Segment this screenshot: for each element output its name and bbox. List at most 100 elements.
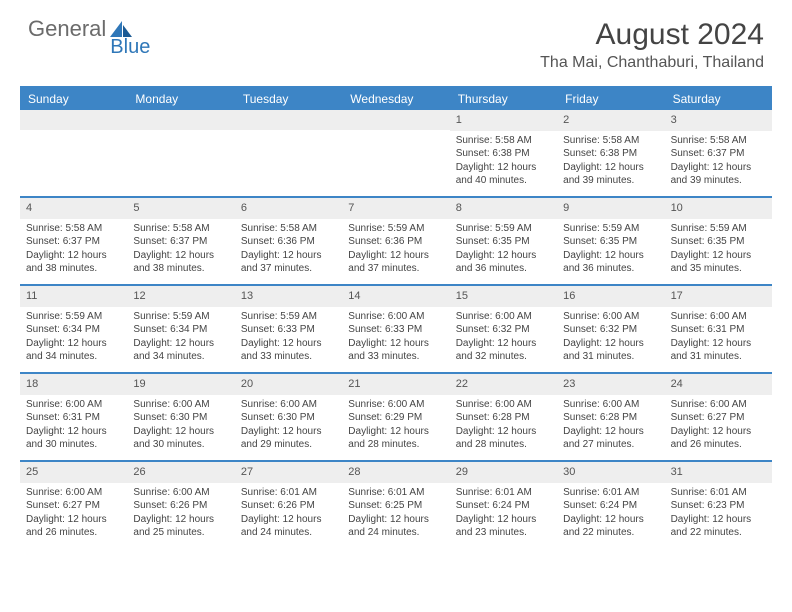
sunset-text: Sunset: 6:32 PM (563, 323, 658, 337)
cell-body: Sunrise: 6:00 AMSunset: 6:27 PMDaylight:… (665, 395, 772, 458)
sunset-text: Sunset: 6:35 PM (671, 235, 766, 249)
calendar-cell: 26Sunrise: 6:00 AMSunset: 6:26 PMDayligh… (127, 462, 234, 548)
sunset-text: Sunset: 6:27 PM (26, 499, 121, 513)
calendar: Sunday Monday Tuesday Wednesday Thursday… (20, 86, 772, 548)
day-number: 22 (450, 374, 557, 395)
logo-text-blue: Blue (110, 37, 150, 57)
daylight-text: Daylight: 12 hours and 36 minutes. (456, 249, 551, 276)
sunset-text: Sunset: 6:24 PM (456, 499, 551, 513)
cell-body: Sunrise: 6:01 AMSunset: 6:26 PMDaylight:… (235, 483, 342, 546)
sunrise-text: Sunrise: 6:00 AM (563, 398, 658, 412)
sunrise-text: Sunrise: 5:59 AM (26, 310, 121, 324)
calendar-cell: 19Sunrise: 6:00 AMSunset: 6:30 PMDayligh… (127, 374, 234, 460)
day-header: Thursday (450, 88, 557, 110)
cell-body: Sunrise: 5:59 AMSunset: 6:35 PMDaylight:… (557, 219, 664, 282)
day-number: 27 (235, 462, 342, 483)
sunrise-text: Sunrise: 5:58 AM (456, 134, 551, 148)
daylight-text: Daylight: 12 hours and 26 minutes. (26, 513, 121, 540)
cell-body: Sunrise: 6:00 AMSunset: 6:27 PMDaylight:… (20, 483, 127, 546)
calendar-cell: 17Sunrise: 6:00 AMSunset: 6:31 PMDayligh… (665, 286, 772, 372)
sunset-text: Sunset: 6:34 PM (133, 323, 228, 337)
sunset-text: Sunset: 6:34 PM (26, 323, 121, 337)
day-header: Friday (557, 88, 664, 110)
day-number: 26 (127, 462, 234, 483)
day-header: Sunday (20, 88, 127, 110)
cell-body: Sunrise: 6:01 AMSunset: 6:25 PMDaylight:… (342, 483, 449, 546)
page-header: General Blue August 2024 Tha Mai, Chanth… (0, 0, 792, 80)
cell-body: Sunrise: 5:59 AMSunset: 6:35 PMDaylight:… (450, 219, 557, 282)
cell-body: Sunrise: 5:58 AMSunset: 6:37 PMDaylight:… (127, 219, 234, 282)
day-number: 21 (342, 374, 449, 395)
sunset-text: Sunset: 6:30 PM (133, 411, 228, 425)
sunrise-text: Sunrise: 5:59 AM (241, 310, 336, 324)
daylight-text: Daylight: 12 hours and 27 minutes. (563, 425, 658, 452)
cell-body: Sunrise: 6:00 AMSunset: 6:28 PMDaylight:… (450, 395, 557, 458)
calendar-cell: 14Sunrise: 6:00 AMSunset: 6:33 PMDayligh… (342, 286, 449, 372)
sunset-text: Sunset: 6:37 PM (26, 235, 121, 249)
daylight-text: Daylight: 12 hours and 38 minutes. (133, 249, 228, 276)
day-number: 17 (665, 286, 772, 307)
daylight-text: Daylight: 12 hours and 33 minutes. (241, 337, 336, 364)
day-number: 19 (127, 374, 234, 395)
day-number: 10 (665, 198, 772, 219)
week-row: 11Sunrise: 5:59 AMSunset: 6:34 PMDayligh… (20, 286, 772, 372)
daylight-text: Daylight: 12 hours and 30 minutes. (26, 425, 121, 452)
calendar-cell: 30Sunrise: 6:01 AMSunset: 6:24 PMDayligh… (557, 462, 664, 548)
daylight-text: Daylight: 12 hours and 40 minutes. (456, 161, 551, 188)
sunrise-text: Sunrise: 6:00 AM (241, 398, 336, 412)
sunset-text: Sunset: 6:27 PM (671, 411, 766, 425)
daylight-text: Daylight: 12 hours and 28 minutes. (456, 425, 551, 452)
sunrise-text: Sunrise: 5:58 AM (26, 222, 121, 236)
day-number: 8 (450, 198, 557, 219)
calendar-cell: 8Sunrise: 5:59 AMSunset: 6:35 PMDaylight… (450, 198, 557, 284)
calendar-cell: 15Sunrise: 6:00 AMSunset: 6:32 PMDayligh… (450, 286, 557, 372)
calendar-cell: 25Sunrise: 6:00 AMSunset: 6:27 PMDayligh… (20, 462, 127, 548)
daylight-text: Daylight: 12 hours and 22 minutes. (671, 513, 766, 540)
day-header: Saturday (665, 88, 772, 110)
day-number: 14 (342, 286, 449, 307)
sunrise-text: Sunrise: 6:01 AM (348, 486, 443, 500)
daylight-text: Daylight: 12 hours and 37 minutes. (241, 249, 336, 276)
sunrise-text: Sunrise: 5:59 AM (348, 222, 443, 236)
daylight-text: Daylight: 12 hours and 38 minutes. (26, 249, 121, 276)
cell-body: Sunrise: 6:00 AMSunset: 6:31 PMDaylight:… (665, 307, 772, 370)
daylight-text: Daylight: 12 hours and 31 minutes. (671, 337, 766, 364)
sunset-text: Sunset: 6:38 PM (563, 147, 658, 161)
day-number: 3 (665, 110, 772, 131)
sunrise-text: Sunrise: 6:00 AM (671, 310, 766, 324)
sunset-text: Sunset: 6:24 PM (563, 499, 658, 513)
daylight-text: Daylight: 12 hours and 32 minutes. (456, 337, 551, 364)
sunset-text: Sunset: 6:23 PM (671, 499, 766, 513)
sunset-text: Sunset: 6:31 PM (26, 411, 121, 425)
sunrise-text: Sunrise: 5:59 AM (456, 222, 551, 236)
sunset-text: Sunset: 6:26 PM (133, 499, 228, 513)
day-number: 15 (450, 286, 557, 307)
sunset-text: Sunset: 6:36 PM (348, 235, 443, 249)
daylight-text: Daylight: 12 hours and 36 minutes. (563, 249, 658, 276)
sunrise-text: Sunrise: 6:00 AM (456, 310, 551, 324)
sunset-text: Sunset: 6:33 PM (241, 323, 336, 337)
sunrise-text: Sunrise: 6:00 AM (26, 486, 121, 500)
cell-body: Sunrise: 6:01 AMSunset: 6:23 PMDaylight:… (665, 483, 772, 546)
cell-body: Sunrise: 6:00 AMSunset: 6:28 PMDaylight:… (557, 395, 664, 458)
daylight-text: Daylight: 12 hours and 34 minutes. (26, 337, 121, 364)
calendar-cell: 20Sunrise: 6:00 AMSunset: 6:30 PMDayligh… (235, 374, 342, 460)
cell-body: Sunrise: 6:00 AMSunset: 6:30 PMDaylight:… (127, 395, 234, 458)
daylight-text: Daylight: 12 hours and 23 minutes. (456, 513, 551, 540)
cell-body: Sunrise: 5:58 AMSunset: 6:38 PMDaylight:… (557, 131, 664, 194)
calendar-cell: 5Sunrise: 5:58 AMSunset: 6:37 PMDaylight… (127, 198, 234, 284)
sunset-text: Sunset: 6:28 PM (563, 411, 658, 425)
location-label: Tha Mai, Chanthaburi, Thailand (540, 54, 764, 72)
day-number: 23 (557, 374, 664, 395)
sunrise-text: Sunrise: 5:58 AM (241, 222, 336, 236)
daylight-text: Daylight: 12 hours and 34 minutes. (133, 337, 228, 364)
calendar-cell (235, 110, 342, 196)
daylight-text: Daylight: 12 hours and 39 minutes. (563, 161, 658, 188)
cell-body: Sunrise: 6:00 AMSunset: 6:33 PMDaylight:… (342, 307, 449, 370)
day-number: 11 (20, 286, 127, 307)
week-row: 4Sunrise: 5:58 AMSunset: 6:37 PMDaylight… (20, 198, 772, 284)
sunset-text: Sunset: 6:26 PM (241, 499, 336, 513)
sunset-text: Sunset: 6:35 PM (563, 235, 658, 249)
calendar-cell: 4Sunrise: 5:58 AMSunset: 6:37 PMDaylight… (20, 198, 127, 284)
calendar-cell (342, 110, 449, 196)
